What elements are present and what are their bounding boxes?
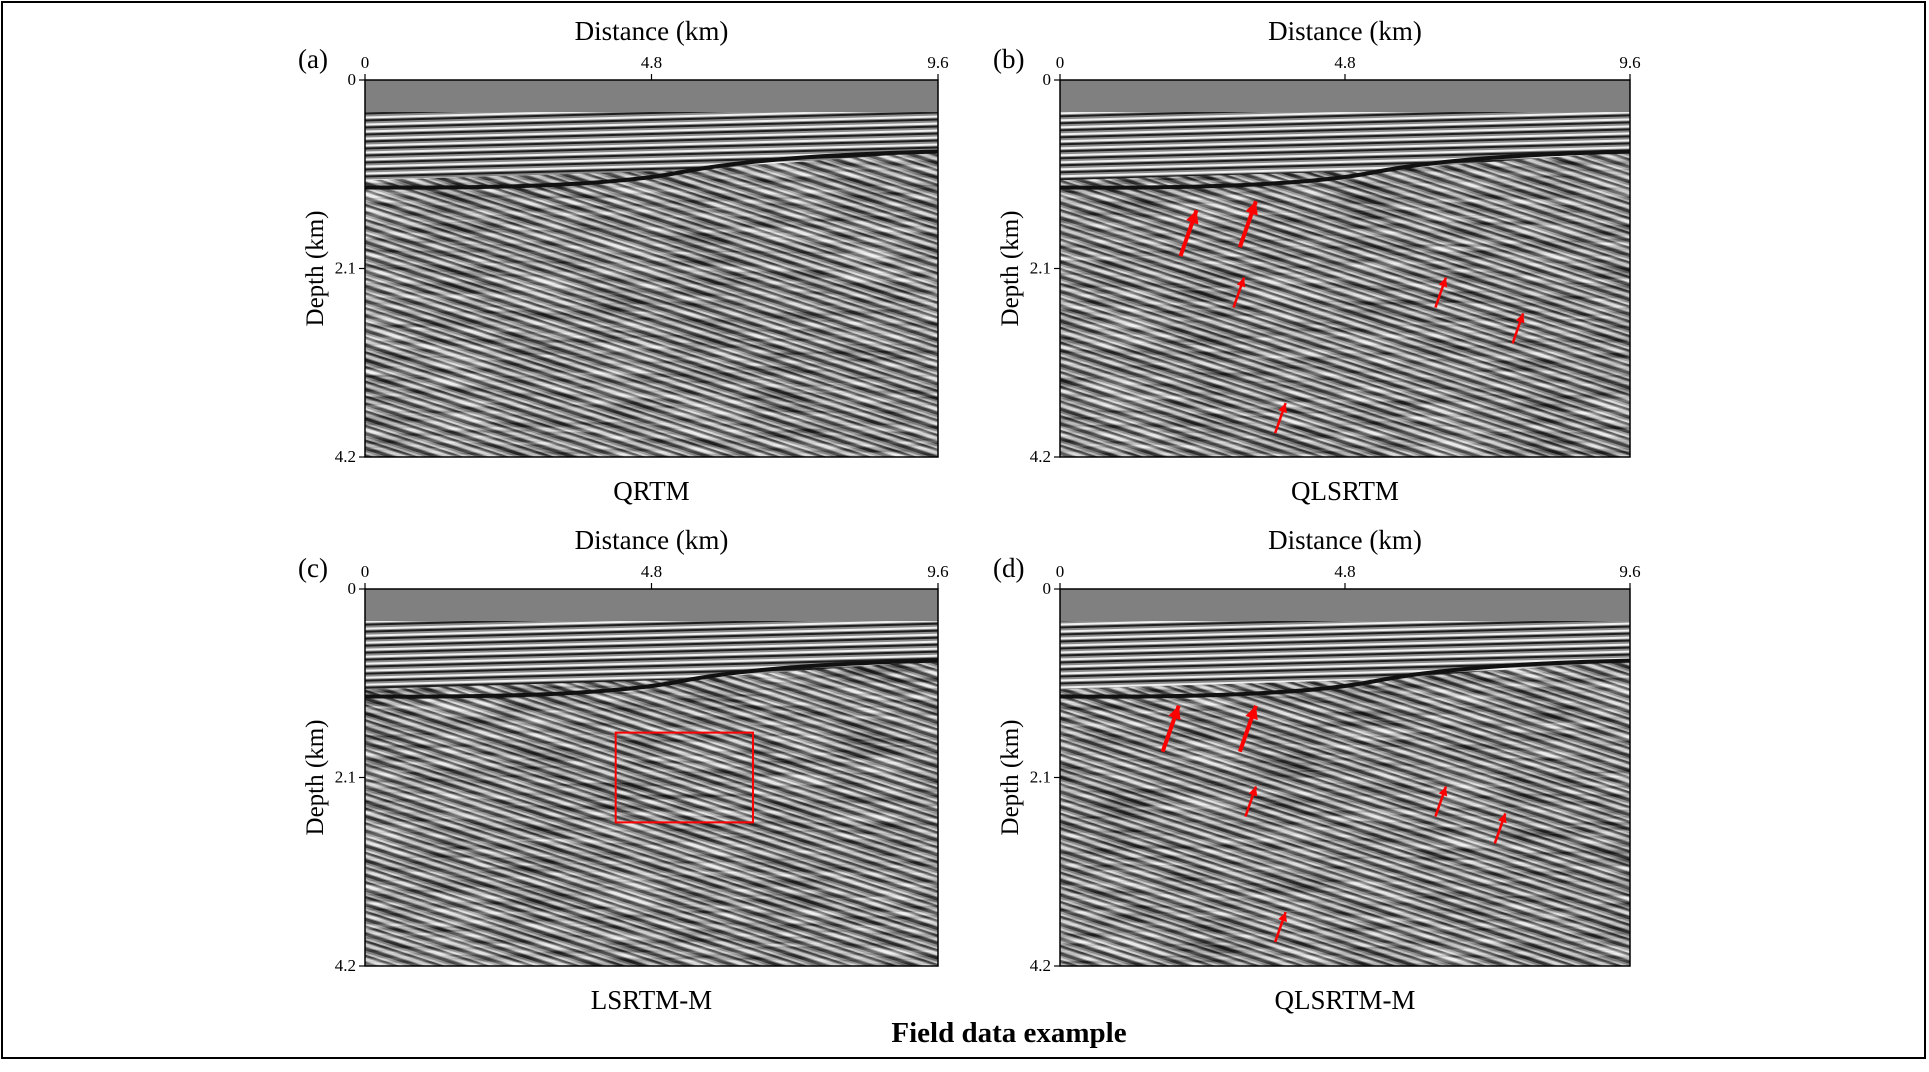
- red-arrow: [1273, 911, 1287, 943]
- seismic-image: [1060, 589, 1630, 966]
- y-tick-label: 0: [1043, 579, 1052, 598]
- x-axis-label: Distance (km): [575, 16, 729, 46]
- y-tick-label: 2.1: [1030, 768, 1051, 787]
- panel-letter: (c): [298, 553, 328, 583]
- x-tick-label: 4.8: [1334, 562, 1355, 581]
- panel-letter: (b): [993, 44, 1024, 74]
- y-tick-label: 0: [348, 70, 357, 89]
- x-tick-label: 9.6: [1619, 562, 1640, 581]
- x-axis-label: Distance (km): [575, 525, 729, 555]
- red-arrow: [1237, 200, 1258, 248]
- x-tick-label: 9.6: [927, 53, 948, 72]
- red-arrow: [1511, 312, 1525, 344]
- y-tick-label: 0: [348, 579, 357, 598]
- figure-caption: Field data example: [891, 1017, 1126, 1049]
- x-axis-label: Distance (km): [1268, 525, 1422, 555]
- red-arrow: [1434, 786, 1448, 817]
- panel-b: 0 4.8 9.6 0 2.1 4.2 Distance (km) Depth (km) (b)…: [993, 16, 1641, 506]
- y-tick-label: 4.2: [1030, 447, 1051, 466]
- y-tick-label: 4.2: [1030, 956, 1051, 975]
- x-tick-label: 0: [361, 562, 370, 581]
- y-tick-label: 2.1: [335, 259, 356, 278]
- y-tick-label: 4.2: [335, 956, 356, 975]
- red-arrow: [1244, 786, 1258, 817]
- x-tick-label: 4.8: [641, 53, 662, 72]
- red-arrow: [1273, 402, 1287, 434]
- x-tick-label: 0: [1056, 53, 1065, 72]
- x-tick-label: 4.8: [1334, 53, 1355, 72]
- y-tick-label: 2.1: [1030, 259, 1051, 278]
- seismic-image: [365, 589, 938, 966]
- panel-title: QRTM: [613, 476, 689, 506]
- panel-letter: (a): [298, 44, 328, 74]
- panel-c: 0 4.8 9.6 0 2.1 4.2 Distance (km) Depth (km) (c)…: [298, 525, 949, 1015]
- y-axis-label: Depth (km): [302, 211, 329, 327]
- red-arrow: [1434, 277, 1448, 308]
- x-axis-label: Distance (km): [1268, 16, 1422, 46]
- red-arrow: [1493, 812, 1507, 844]
- y-tick-label: 0: [1043, 70, 1052, 89]
- red-arrow: [1160, 705, 1181, 753]
- highlight-box: [614, 731, 754, 824]
- panel-title: QLSRTM-M: [1275, 985, 1416, 1015]
- y-axis-label: Depth (km): [997, 211, 1024, 327]
- panel-a: 0 4.8 9.6 0 2.1 4.2 Distance (km) Depth (km) (a)…: [298, 16, 949, 506]
- panel-d: 0 4.8 9.6 0 2.1 4.2 Distance (km) Depth (km) (d)…: [993, 525, 1641, 1015]
- red-arrow: [1237, 705, 1258, 753]
- x-tick-label: 9.6: [927, 562, 948, 581]
- x-tick-label: 9.6: [1619, 53, 1640, 72]
- y-axis-label: Depth (km): [997, 720, 1024, 836]
- x-tick-label: 0: [361, 53, 370, 72]
- y-tick-label: 2.1: [335, 768, 356, 787]
- y-axis-label: Depth (km): [302, 720, 329, 836]
- x-tick-label: 4.8: [641, 562, 662, 581]
- panel-title: LSRTM-M: [591, 985, 712, 1015]
- red-arrow: [1178, 209, 1199, 257]
- seismic-image: [1060, 80, 1630, 457]
- seismic-image: [365, 80, 938, 457]
- panel-title: QLSRTM: [1291, 476, 1399, 506]
- y-tick-label: 4.2: [335, 447, 356, 466]
- red-arrow: [1232, 277, 1246, 308]
- panel-letter: (d): [993, 553, 1024, 583]
- x-tick-label: 0: [1056, 562, 1065, 581]
